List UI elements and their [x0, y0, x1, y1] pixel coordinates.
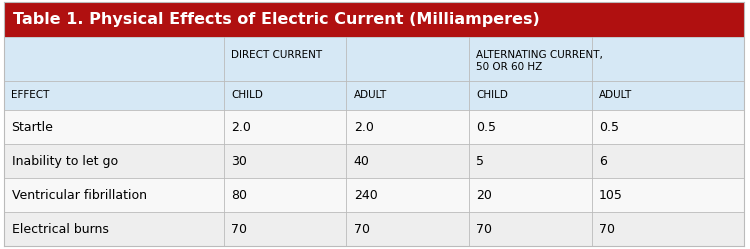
Text: ALTERNATING CURRENT,
50 OR 60 HZ: ALTERNATING CURRENT, 50 OR 60 HZ	[476, 50, 603, 72]
Text: CHILD: CHILD	[476, 90, 508, 101]
Text: 2.0: 2.0	[354, 121, 374, 134]
Bar	[4, 110, 744, 144]
Text: ADULT: ADULT	[599, 90, 632, 101]
Text: 0.5: 0.5	[476, 121, 496, 134]
Text: CHILD: CHILD	[231, 90, 263, 101]
Bar	[4, 81, 744, 110]
Bar	[4, 178, 744, 212]
Text: 70: 70	[476, 223, 493, 236]
Bar	[4, 144, 744, 178]
Text: 240: 240	[354, 188, 377, 202]
Text: 70: 70	[231, 223, 248, 236]
Text: DIRECT CURRENT: DIRECT CURRENT	[231, 50, 322, 60]
Text: Inability to let go: Inability to let go	[11, 155, 118, 168]
Text: 30: 30	[231, 155, 247, 168]
Text: ADULT: ADULT	[354, 90, 387, 101]
Text: 5: 5	[476, 155, 484, 168]
Text: 6: 6	[599, 155, 607, 168]
Text: 0.5: 0.5	[599, 121, 619, 134]
Text: EFFECT: EFFECT	[11, 90, 50, 101]
Text: Startle: Startle	[11, 121, 53, 134]
Text: Table 1. Physical Effects of Electric Current (Milliamperes): Table 1. Physical Effects of Electric Cu…	[13, 12, 540, 27]
Text: 105: 105	[599, 188, 623, 202]
Text: 80: 80	[231, 188, 248, 202]
Text: 70: 70	[599, 223, 615, 236]
Text: 20: 20	[476, 188, 492, 202]
Text: Electrical burns: Electrical burns	[11, 223, 108, 236]
Text: 70: 70	[354, 223, 370, 236]
Bar	[4, 2, 744, 37]
Text: Ventricular fibrillation: Ventricular fibrillation	[11, 188, 146, 202]
Text: 2.0: 2.0	[231, 121, 251, 134]
Bar	[4, 212, 744, 246]
Bar	[4, 37, 744, 81]
Text: 40: 40	[354, 155, 370, 168]
